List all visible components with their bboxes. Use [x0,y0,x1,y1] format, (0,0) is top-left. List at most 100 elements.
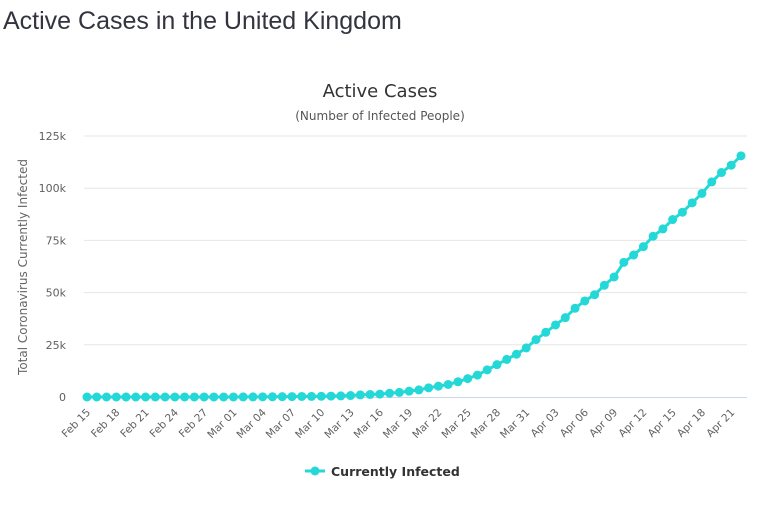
data-point[interactable] [619,257,629,267]
x-tick-label: Mar 22 [410,407,444,441]
data-point[interactable] [180,392,190,402]
x-tick-label: Apr 15 [646,407,679,440]
x-tick-label: Mar 10 [293,407,327,441]
data-point[interactable] [267,392,277,402]
data-point[interactable] [531,335,541,345]
data-point[interactable] [424,383,434,393]
data-point[interactable] [463,374,473,384]
x-tick-label: Mar 28 [469,407,503,441]
data-point[interactable] [111,392,121,402]
data-point[interactable] [287,392,297,402]
data-point[interactable] [580,296,590,306]
data-point[interactable] [716,168,726,178]
data-point[interactable] [150,392,160,402]
data-point[interactable] [228,392,238,402]
data-point[interactable] [482,365,492,375]
data-point[interactable] [687,198,697,208]
data-point[interactable] [121,392,131,402]
data-point[interactable] [365,389,375,399]
data-point[interactable] [599,280,609,290]
data-point[interactable] [102,392,112,402]
data-point[interactable] [541,327,551,337]
data-point[interactable] [385,388,395,398]
y-tick-label: 75k [46,234,67,247]
data-point[interactable] [551,320,561,330]
x-tick-label: Feb 21 [118,407,151,440]
data-point[interactable] [199,392,209,402]
x-tick-label: Mar 25 [440,407,474,441]
data-point[interactable] [297,391,307,401]
data-point[interactable] [648,231,658,241]
x-tick-label: Feb 15 [60,407,93,440]
y-axis-title: Total Coronavirus Currently Infected [16,159,30,376]
data-point[interactable] [502,354,512,364]
data-point[interactable] [316,391,326,401]
x-tick-label: Feb 18 [89,407,122,440]
x-tick-label: Mar 31 [498,407,532,441]
x-tick-label: Mar 16 [352,406,387,441]
chart-title: Active Cases [323,81,438,102]
data-point[interactable] [629,250,639,260]
data-point[interactable] [521,343,531,353]
x-tick-label: Apr 12 [616,407,649,440]
data-point[interactable] [209,392,219,402]
x-tick-label: Mar 01 [205,407,239,441]
data-point[interactable] [433,381,443,391]
series-line [87,154,743,399]
data-point[interactable] [472,370,482,380]
data-point[interactable] [697,188,707,198]
data-point[interactable] [219,392,229,402]
data-point[interactable] [560,313,570,323]
data-point[interactable] [609,272,619,282]
data-point[interactable] [160,392,170,402]
data-point[interactable] [82,392,92,402]
data-point[interactable] [677,207,687,217]
data-point[interactable] [570,303,580,313]
data-point[interactable] [726,160,736,170]
data-point[interactable] [736,151,746,161]
data-point[interactable] [248,392,258,402]
legend-label[interactable]: Currently Infected [331,464,460,479]
page-title: Active Cases in the United Kingdom [3,7,402,35]
x-tick-label: Apr 06 [558,406,591,439]
data-point[interactable] [92,392,102,402]
legend-symbol-marker [310,466,320,476]
data-point[interactable] [658,224,668,234]
data-point[interactable] [307,391,317,401]
data-point[interactable] [258,392,268,402]
data-point[interactable] [668,215,678,225]
data-point[interactable] [131,392,141,402]
x-tick-label: Apr 21 [704,407,737,440]
x-tick-label: Mar 13 [322,407,356,441]
x-tick-label: Apr 09 [587,407,620,440]
legend[interactable]: Currently Infected [305,464,460,479]
data-point[interactable] [492,360,502,370]
data-point[interactable] [375,389,385,399]
data-point[interactable] [170,392,180,402]
y-tick-label: 25k [46,339,67,352]
data-point[interactable] [394,387,404,397]
data-point[interactable] [346,391,356,401]
data-point[interactable] [707,177,717,187]
x-tick-label: Mar 07 [264,407,298,441]
data-point[interactable] [277,392,287,402]
data-point[interactable] [355,390,365,400]
series-currently-infected [82,151,746,402]
x-tick-label: Mar 19 [381,407,415,441]
data-point[interactable] [453,377,463,387]
data-point[interactable] [443,379,453,389]
data-point[interactable] [189,392,199,402]
data-point[interactable] [326,391,336,401]
x-tick-label: Apr 18 [675,407,708,440]
data-point[interactable] [590,290,600,300]
data-point[interactable] [238,392,248,402]
data-point[interactable] [404,386,414,396]
data-point[interactable] [638,242,648,252]
data-point[interactable] [414,385,424,395]
y-tick-label: 125k [39,130,67,143]
data-point[interactable] [336,391,346,401]
data-point[interactable] [141,392,151,402]
data-point[interactable] [511,349,521,359]
y-tick-label: 100k [39,182,67,195]
